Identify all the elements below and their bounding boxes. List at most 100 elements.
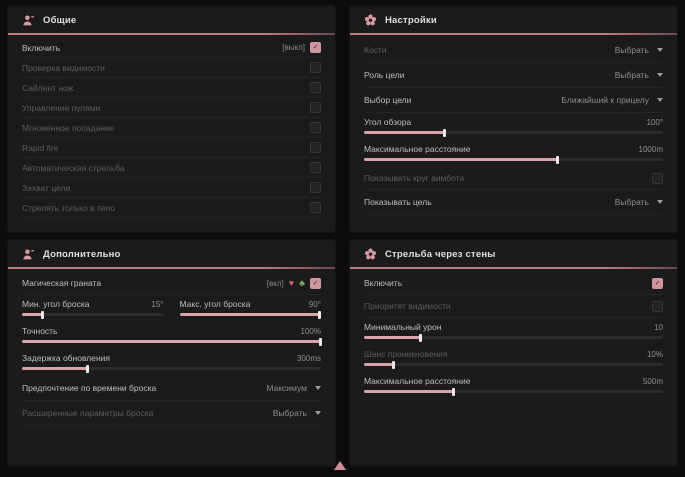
slider-value: 10% (646, 349, 663, 359)
panel-header: Общие (8, 6, 335, 33)
slider-track[interactable] (364, 387, 663, 396)
slider-max-distance: Максимальное расстояние 1000m (364, 140, 663, 167)
checkbox[interactable]: ✓ (652, 300, 663, 312)
slider-value: 300ms (296, 353, 321, 363)
slider-value: 1000m (638, 144, 663, 154)
slider-value: 500m (642, 376, 663, 386)
checkbox[interactable]: ✓ (652, 277, 663, 289)
slider-fill (22, 310, 45, 319)
slider-track[interactable] (22, 310, 164, 319)
panel-general: Общие Включить [выкл] ✓ Проверка видимос… (8, 6, 335, 232)
dropdown-bones[interactable]: Кости Выбрать (364, 38, 663, 63)
dropdown-throw-time-preference[interactable]: Предпочтение по времени броска Максимум (22, 376, 321, 401)
setting-row-instant-hit[interactable]: Мгновенное попадание ✓ (22, 118, 321, 138)
setting-row-magic-grenade[interactable]: Магическая граната [вкл] ♥ ♣ ✓ (22, 272, 321, 295)
dropdown-value: Выбрать (614, 197, 649, 207)
checkbox[interactable]: ✓ (652, 172, 663, 184)
heart-icon[interactable]: ♥ (288, 277, 295, 288)
setting-row-silent-knife[interactable]: Сайлент нож ✓ (22, 78, 321, 98)
slider-update-delay: Задержка обновления 300ms (22, 349, 321, 376)
checkbox[interactable]: ✓ (310, 277, 321, 289)
setting-label: Задержка обновления (22, 353, 111, 363)
slider-track[interactable] (364, 333, 663, 342)
slider-handle[interactable] (391, 360, 395, 369)
dropdown-value: Ближайший к прицелу (561, 95, 649, 105)
panel-settings: Настройки Кости Выбрать Роль цели Выбрат… (350, 6, 677, 232)
slider-fill (22, 364, 89, 373)
setting-label: Приоритет видимости (364, 301, 451, 311)
slider-track[interactable] (364, 360, 663, 369)
checkbox[interactable]: ✓ (310, 162, 321, 173)
header-underline (350, 33, 677, 35)
slider-track[interactable] (179, 310, 321, 319)
slider-fill (179, 310, 321, 319)
slider-handle[interactable] (319, 337, 322, 346)
setting-label: Захват цели (22, 182, 71, 193)
setting-row-enable[interactable]: Включить [выкл] ✓ (22, 38, 321, 58)
slider-track[interactable] (22, 364, 321, 373)
clover-icon[interactable]: ♣ (299, 277, 305, 288)
dropdown-value: Выбрать (614, 70, 649, 80)
slider-track[interactable] (364, 155, 663, 164)
chevron-down-icon (657, 48, 663, 52)
slider-handle[interactable] (317, 310, 321, 319)
setting-label: Включить (364, 278, 403, 288)
setting-row-visibility-check[interactable]: Проверка видимости ✓ (22, 58, 321, 78)
header-underline (8, 267, 335, 269)
dropdown-target-role[interactable]: Роль цели Выбрать (364, 63, 663, 88)
setting-label: Роль цели (364, 70, 405, 80)
checkbox[interactable]: ✓ (310, 142, 321, 153)
slider-track[interactable] (22, 337, 322, 346)
slider-handle[interactable] (41, 310, 45, 319)
panel-title: Дополнительно (43, 249, 121, 260)
panel-title: Общие (43, 15, 77, 26)
setting-label: Расширенные параметры броска (22, 408, 154, 418)
chevron-down-icon (657, 98, 663, 102)
setting-label: Шанс проникновения (364, 349, 448, 359)
slider-handle[interactable] (451, 387, 455, 396)
setting-label: Автоматическая стрельба (22, 162, 125, 173)
checkbox[interactable]: ✓ (310, 82, 321, 93)
panel-header: Стрельба через стены (350, 240, 677, 267)
checkbox[interactable]: ✓ (310, 202, 321, 213)
checkbox[interactable]: ✓ (310, 62, 321, 73)
header-underline (8, 33, 335, 35)
flower-icon (364, 248, 377, 261)
setting-label: Кости (364, 45, 387, 55)
setting-row-body-only[interactable]: Стрелять только в тело ✓ (22, 198, 321, 218)
slider-min-throw-angle: Мин. угол броска 15° (22, 299, 164, 319)
slider-fill (364, 333, 422, 342)
dropdown-value: Выбрать (272, 408, 307, 418)
dropdown-advanced-throw-params[interactable]: Расширенные параметры броска Выбрать (22, 401, 321, 426)
setting-row-bullet-control[interactable]: Управление пулями ✓ (22, 98, 321, 118)
checkbox[interactable]: ✓ (310, 122, 321, 133)
panel-additional: Дополнительно Магическая граната [вкл] ♥… (8, 240, 335, 466)
setting-row-enable[interactable]: Включить ✓ (364, 272, 663, 295)
slider-handle[interactable] (418, 333, 422, 342)
slider-accuracy: Точность 100% (22, 322, 322, 349)
slider-handle[interactable] (85, 364, 89, 373)
setting-row-target-lock[interactable]: Захват цели ✓ (22, 178, 321, 198)
chevron-down-icon (315, 411, 321, 415)
setting-label: Магическая граната (22, 278, 102, 288)
dropdown-target-select[interactable]: Выбор цели Ближайший к прицелу (364, 88, 663, 113)
setting-row-auto-fire[interactable]: Автоматическая стрельба ✓ (22, 158, 321, 178)
dropdown-show-target[interactable]: Показывать цель Выбрать (364, 190, 663, 215)
slider-handle[interactable] (556, 155, 560, 164)
panel-wallbang: Стрельба через стены Включить ✓ Приорите… (350, 240, 677, 466)
setting-label: Точность (22, 326, 58, 336)
setting-row-show-aim-circle[interactable]: Показывать круг аимбота ✓ (364, 167, 663, 190)
slider-fill (22, 337, 322, 346)
slider-track[interactable] (364, 128, 663, 137)
checkbox[interactable]: ✓ (310, 182, 321, 193)
slider-min-damage: Минимальный урон 10 (364, 318, 663, 345)
check-icon: ✓ (312, 279, 319, 287)
checkbox[interactable]: ✓ (310, 102, 321, 113)
setting-label: Угол обзора (364, 117, 412, 127)
person-icon (22, 248, 35, 261)
slider-handle[interactable] (442, 128, 446, 137)
checkbox[interactable]: ✓ (310, 42, 321, 53)
setting-label: Выбор цели (364, 95, 412, 105)
setting-row-visibility-priority[interactable]: Приоритет видимости ✓ (364, 295, 663, 318)
setting-row-rapid-fire[interactable]: Rapid fire ✓ (22, 138, 321, 158)
